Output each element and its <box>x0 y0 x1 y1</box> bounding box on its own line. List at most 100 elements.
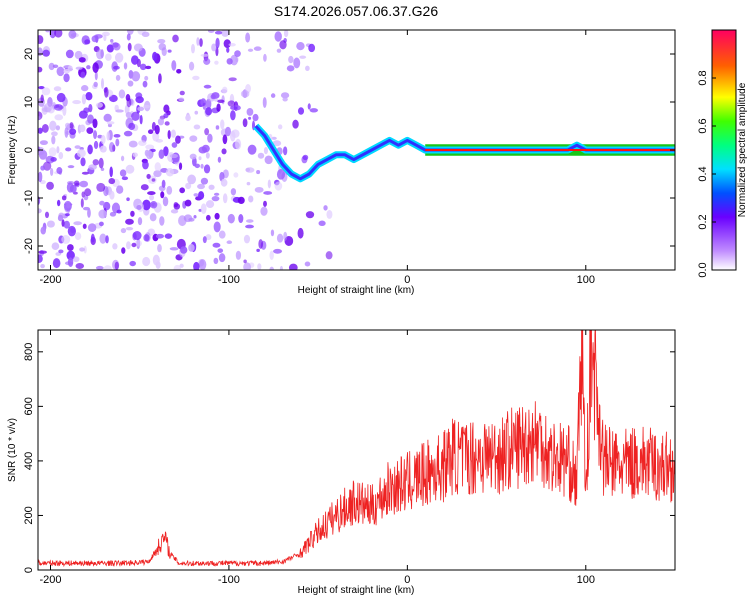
heatmap-cell <box>130 210 135 217</box>
heatmap-cell <box>125 226 134 231</box>
y-tick-label: 20 <box>23 48 35 60</box>
spectrogram-x-label: Height of straight line (km) <box>298 285 415 296</box>
heatmap-cell <box>208 184 215 190</box>
heatmap-cell <box>112 243 118 250</box>
heatmap-cell <box>200 177 209 185</box>
heatmap-cell <box>109 211 117 217</box>
heatmap-cell <box>136 205 142 210</box>
heatmap-cell <box>63 73 70 83</box>
heatmap-cell <box>142 160 149 170</box>
heatmap-cell <box>173 264 182 270</box>
heatmap-cell <box>171 60 177 71</box>
heatmap-cell <box>179 90 185 96</box>
heatmap-cell <box>262 97 267 108</box>
heatmap-cell <box>133 43 143 52</box>
heatmap-cell <box>81 171 89 175</box>
heatmap-cell <box>123 62 128 70</box>
heatmap-cell <box>296 41 305 51</box>
heatmap-cell <box>86 127 94 134</box>
heatmap-cell <box>125 164 135 174</box>
heatmap-cell <box>264 155 273 165</box>
heatmap-cell <box>167 49 172 53</box>
heatmap-cell <box>120 155 125 162</box>
heatmap-cell <box>80 71 86 79</box>
heatmap-cell <box>45 30 51 33</box>
heatmap-cell <box>162 196 169 207</box>
heatmap-cell <box>217 99 225 104</box>
heatmap-cell <box>74 232 82 241</box>
heatmap-cell <box>65 122 71 129</box>
heatmap-cell <box>43 161 52 171</box>
heatmap-cell <box>81 93 87 105</box>
heatmap-cell <box>228 42 236 47</box>
heatmap-cell <box>217 248 224 253</box>
heatmap-cell <box>87 144 93 155</box>
heatmap-cell <box>222 193 228 204</box>
heatmap-cell <box>54 30 63 38</box>
heatmap-cell <box>74 50 83 60</box>
heatmap-cell <box>211 43 217 52</box>
heatmap-cell <box>84 39 91 45</box>
heatmap-cell <box>115 74 121 81</box>
heatmap-cell <box>188 61 195 71</box>
heatmap-cell <box>64 127 69 138</box>
heatmap-cell <box>274 181 283 191</box>
heatmap-cell <box>131 111 140 121</box>
heatmap-cell <box>189 153 197 160</box>
y-tick-label: 0 <box>23 147 35 153</box>
heatmap-cell <box>173 202 179 208</box>
heatmap-cell <box>279 40 287 50</box>
heatmap-cell <box>242 118 248 128</box>
y-tick-label: 0 <box>23 567 35 573</box>
heatmap-cell <box>164 121 170 126</box>
heatmap-cell <box>226 47 230 53</box>
heatmap-cell <box>126 197 130 202</box>
heatmap-cell <box>80 198 84 208</box>
heatmap-cell <box>105 53 112 61</box>
heatmap-cell <box>263 146 268 155</box>
heatmap-cell <box>41 124 49 133</box>
heatmap-cell <box>86 65 91 70</box>
heatmap-cell <box>51 135 56 145</box>
heatmap-cell <box>212 242 221 248</box>
heatmap-cell <box>38 66 43 73</box>
heatmap-cells <box>38 30 333 270</box>
heatmap-cell <box>213 221 221 233</box>
heatmap-cell <box>76 149 86 158</box>
heatmap-cell <box>326 209 333 219</box>
heatmap-cell <box>40 226 46 235</box>
heatmap-cell <box>150 201 158 209</box>
heatmap-cell <box>203 164 211 174</box>
heatmap-cell <box>108 141 115 153</box>
heatmap-cell <box>240 90 250 98</box>
heatmap-cell <box>270 229 275 237</box>
snr-y-axis: 0 200 400 600 800 <box>23 343 675 573</box>
heatmap-cell <box>230 188 237 196</box>
spectrogram-y-axis: -20 -10 0 10 20 <box>23 48 675 254</box>
heatmap-cell <box>80 157 86 167</box>
heatmap-cell <box>38 127 43 134</box>
heatmap-cell <box>142 199 151 211</box>
heatmap-cell <box>130 55 139 65</box>
heatmap-cell <box>163 113 169 119</box>
heatmap-cell <box>85 91 93 101</box>
heatmap-cell <box>280 92 290 99</box>
heatmap-cell <box>81 191 85 198</box>
heatmap-cell <box>42 49 50 57</box>
heatmap-cell <box>254 186 264 193</box>
heatmap-cell <box>194 110 199 115</box>
heatmap-cell <box>51 242 60 251</box>
heatmap-cell <box>258 239 264 249</box>
heatmap-cell <box>282 97 288 102</box>
heatmap-cell <box>109 94 118 103</box>
heatmap-cell <box>121 176 129 181</box>
heatmap-cell <box>125 111 133 119</box>
heatmap-cell <box>40 165 46 171</box>
heatmap-cell <box>67 180 75 185</box>
heatmap-cell <box>248 116 252 120</box>
heatmap-cell <box>142 80 148 88</box>
heatmap-cell <box>103 265 112 270</box>
ridge-track <box>253 123 675 183</box>
heatmap-cell <box>126 241 131 250</box>
heatmap-cell <box>193 215 197 219</box>
